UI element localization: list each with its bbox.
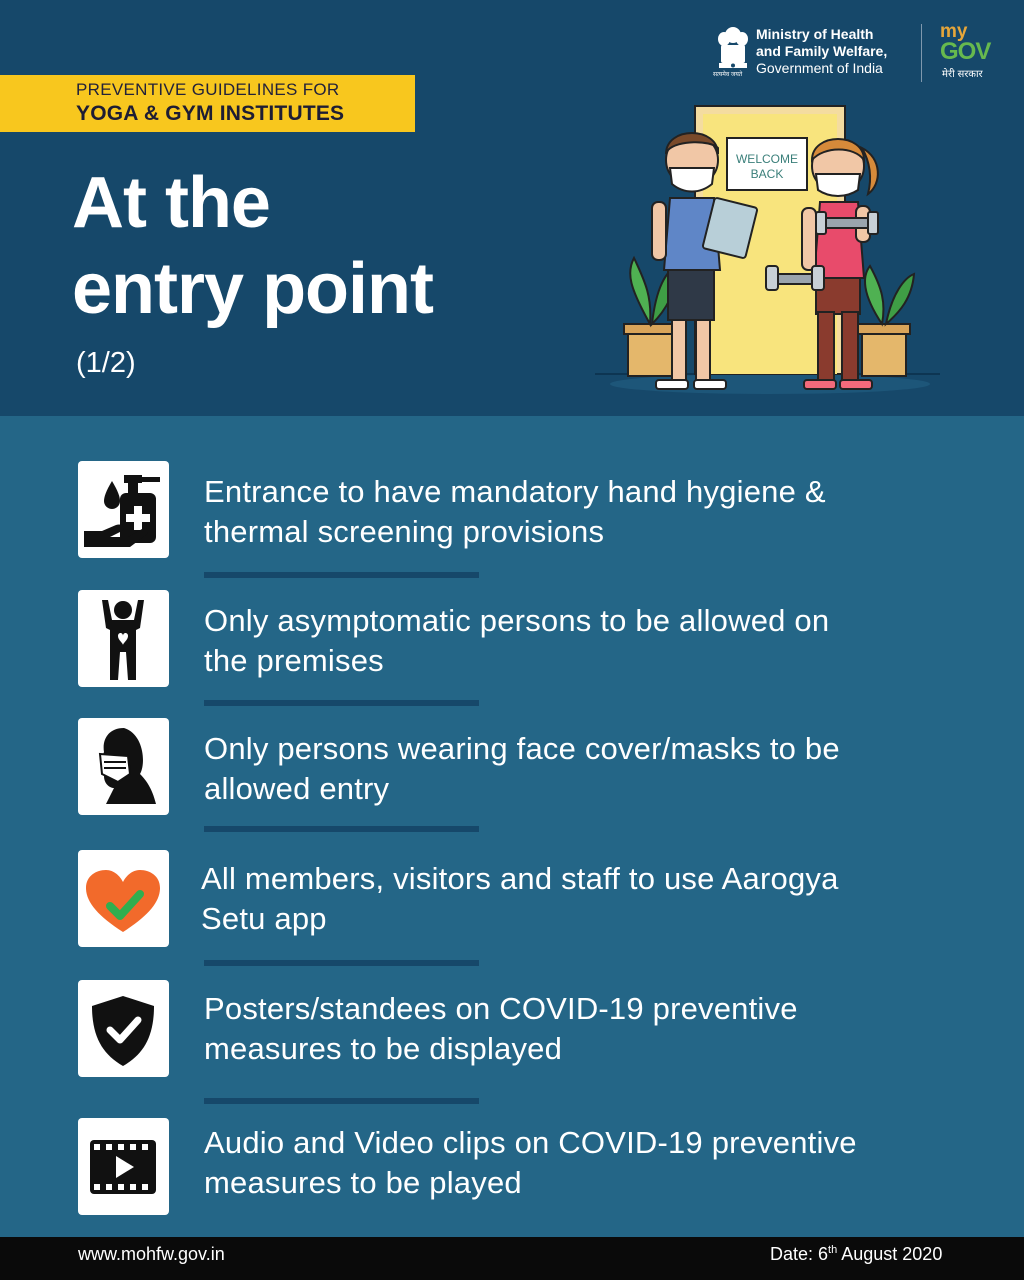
- guideline-text: Entrance to have mandatory hand hygiene …: [204, 472, 944, 552]
- mygov-gov: GOV: [940, 38, 991, 65]
- welcome-sign-line-1: WELCOME: [736, 152, 798, 166]
- guideline-text: Only asymptomatic persons to be allowed …: [204, 601, 944, 681]
- title-line-1: At the: [72, 163, 271, 243]
- guideline-tag: [0, 75, 415, 132]
- footer-bar: [0, 1237, 1024, 1280]
- date-prefix: Date: 6: [770, 1244, 829, 1264]
- part-indicator: (1/2): [76, 347, 136, 379]
- page-title: At the entry point: [72, 160, 434, 332]
- guideline-text: Audio and Video clips on COVID-19 preven…: [204, 1123, 944, 1203]
- mygov-logo: my GOV: [940, 21, 991, 65]
- publish-date: Date: 6th August 2020: [770, 1244, 942, 1265]
- separator: [204, 1098, 479, 1104]
- face-mask-icon: [78, 718, 169, 815]
- guideline-line-1: Only persons wearing face cover/masks to…: [204, 731, 840, 766]
- guideline-line-1: Audio and Video clips on COVID-19 preven…: [204, 1125, 857, 1160]
- ministry-line-3: Government of India: [756, 60, 883, 76]
- guideline-line-2: allowed entry: [204, 771, 390, 806]
- guideline-line-2: thermal screening provisions: [204, 514, 605, 549]
- emblem-caption: सत्यमेव जयते: [713, 72, 743, 78]
- guideline-line-2: the premises: [204, 643, 384, 678]
- aarogya-setu-heart-icon: [78, 850, 169, 947]
- separator: [204, 572, 479, 578]
- guideline-line-1: All members, visitors and staff to use A…: [201, 861, 839, 896]
- guideline-line-2: measures to be displayed: [204, 1031, 563, 1066]
- tag-line-1: PREVENTIVE GUIDELINES FOR: [76, 80, 340, 99]
- website-url: www.mohfw.gov.in: [78, 1244, 225, 1264]
- separator: [204, 700, 479, 706]
- logo-divider: [921, 24, 922, 82]
- guideline-line-1: Posters/standees on COVID-19 preventive: [204, 991, 798, 1026]
- national-emblem-icon: [718, 27, 748, 68]
- video-clip-icon: [78, 1118, 169, 1215]
- guideline-text: Only persons wearing face cover/masks to…: [204, 729, 944, 809]
- guideline-line-2: measures to be played: [204, 1165, 522, 1200]
- guideline-text: Posters/standees on COVID-19 preventive …: [204, 989, 944, 1069]
- ministry-logo-text: Ministry of Health and Family Welfare, G…: [756, 26, 887, 77]
- mygov-caption: मेरी सरकार: [942, 69, 983, 80]
- tag-line-2: YOGA & GYM INSTITUTES: [76, 102, 345, 125]
- hand-sanitizer-icon: [78, 461, 169, 558]
- welcome-sign-line-2: BACK: [751, 167, 784, 181]
- shield-check-icon: [78, 980, 169, 1077]
- separator: [204, 960, 479, 966]
- mygov-my: my: [940, 21, 968, 42]
- ministry-line-1: Ministry of Health: [756, 26, 874, 42]
- corner-stripe: [0, 0, 190, 8]
- date-suffix: August 2020: [837, 1244, 943, 1264]
- separator: [204, 826, 479, 832]
- date-ordinal: th: [828, 1244, 838, 1256]
- guideline-text: All members, visitors and staff to use A…: [201, 859, 941, 939]
- ministry-line-2: and Family Welfare,: [756, 43, 888, 59]
- title-line-2: entry point: [72, 249, 434, 329]
- guideline-line-1: Entrance to have mandatory hand hygiene …: [204, 474, 826, 509]
- healthy-person-icon: [78, 590, 169, 687]
- guideline-line-2: Setu app: [201, 901, 327, 936]
- guideline-line-1: Only asymptomatic persons to be allowed …: [204, 603, 830, 638]
- gym-entry-illustration: WELCOME BACK: [595, 105, 940, 394]
